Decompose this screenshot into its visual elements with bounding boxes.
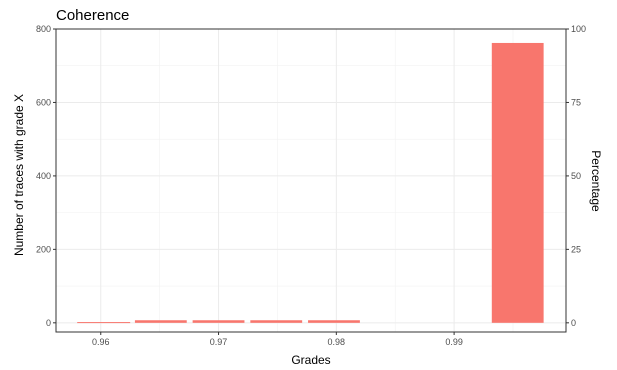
y2-tick-label: 25 xyxy=(571,244,581,254)
y2-tick-label: 75 xyxy=(571,97,581,107)
bar-1 xyxy=(77,322,131,324)
y2-tick-label: 0 xyxy=(571,318,576,328)
x-tick-label: 0.98 xyxy=(328,337,346,347)
bar-6 xyxy=(491,42,544,323)
y2-tick-label: 100 xyxy=(571,24,586,34)
bar-3 xyxy=(192,320,245,323)
y-tick-label: 0 xyxy=(46,318,51,328)
x-tick-label: 0.96 xyxy=(92,337,110,347)
y-tick-label: 400 xyxy=(36,171,51,181)
bar-2 xyxy=(134,320,187,323)
y-tick-label: 200 xyxy=(36,244,51,254)
plot-area: 0.96 0.97 0.98 0.99 0 200 400 600 800 0 25 50 75 100 xyxy=(36,24,586,347)
y-axis-label: Number of traces with grade X xyxy=(12,94,26,256)
panel-border xyxy=(55,28,567,333)
y-tick-label: 800 xyxy=(36,24,51,34)
bar-4 xyxy=(250,320,303,323)
x-tick-label: 0.99 xyxy=(445,337,463,347)
x-axis-label: Grades xyxy=(291,353,330,367)
chart-title: Coherence xyxy=(56,7,129,24)
y2-axis-label: Percentage xyxy=(589,150,603,212)
y-tick-label: 600 xyxy=(36,97,51,107)
y2-tick-label: 50 xyxy=(571,171,581,181)
bar-5 xyxy=(308,320,360,323)
x-tick-label: 0.97 xyxy=(210,337,228,347)
